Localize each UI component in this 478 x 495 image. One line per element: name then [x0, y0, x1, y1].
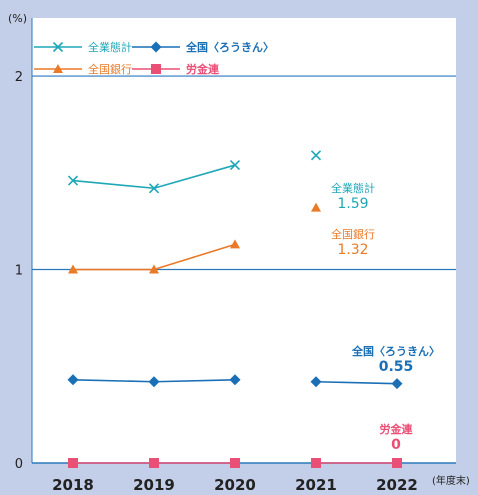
- x-unit-label: (年度末): [432, 474, 470, 487]
- annotation-value: 0.55: [379, 359, 414, 375]
- y-tick-label: 0: [15, 457, 23, 472]
- series-line: [72, 379, 398, 385]
- y-tick-label: 2: [15, 70, 23, 85]
- x-tick-label: 2018: [52, 476, 94, 494]
- annotation-value: 0: [391, 437, 401, 453]
- x-tick-label: 2020: [214, 476, 256, 494]
- annotation-name: 全国〈ろうきん〉: [351, 344, 440, 358]
- legend-label: 全国銀行: [88, 62, 132, 76]
- annotation-name: 労金連: [380, 422, 414, 436]
- data-point: [149, 264, 159, 274]
- legend-swatch-marker: [52, 41, 64, 53]
- data-point: [310, 150, 322, 161]
- legend-swatch-marker: [150, 41, 162, 53]
- data-point: [230, 458, 240, 468]
- data-point: [67, 374, 79, 386]
- data-point: [68, 458, 78, 468]
- annotation-value: 1.59: [337, 196, 368, 212]
- legend-label: 全国〈ろうきん〉: [185, 40, 274, 54]
- legend-swatch-marker: [53, 64, 63, 73]
- series-line: [72, 164, 236, 190]
- y-unit-label: (%): [8, 12, 27, 25]
- x-tick-label: 2021: [295, 476, 337, 494]
- annotation-name: 全国銀行: [331, 227, 375, 241]
- legend-swatch-marker: [151, 64, 161, 74]
- data-point: [311, 202, 321, 212]
- data-point: [310, 376, 322, 388]
- legend-label: 全業態計: [88, 40, 132, 54]
- data-point: [229, 159, 241, 171]
- data-point: [311, 458, 321, 468]
- legend-label: 労金連: [186, 62, 220, 76]
- data-point: [148, 376, 160, 388]
- data-point: [229, 374, 241, 386]
- data-point: [391, 378, 403, 390]
- y-tick-label: 1: [15, 264, 23, 279]
- series-line: [73, 243, 236, 271]
- data-point: [148, 183, 160, 194]
- data-point: [392, 458, 402, 468]
- data-point: [230, 239, 240, 249]
- data-point: [68, 264, 78, 274]
- data-point: [67, 175, 79, 186]
- x-tick-label: 2019: [133, 476, 175, 494]
- x-tick-label: 2022: [376, 476, 418, 494]
- annotation-name: 全業態計: [331, 181, 375, 195]
- annotation-value: 1.32: [337, 242, 368, 258]
- plot-area: [32, 18, 456, 463]
- data-point: [149, 458, 159, 468]
